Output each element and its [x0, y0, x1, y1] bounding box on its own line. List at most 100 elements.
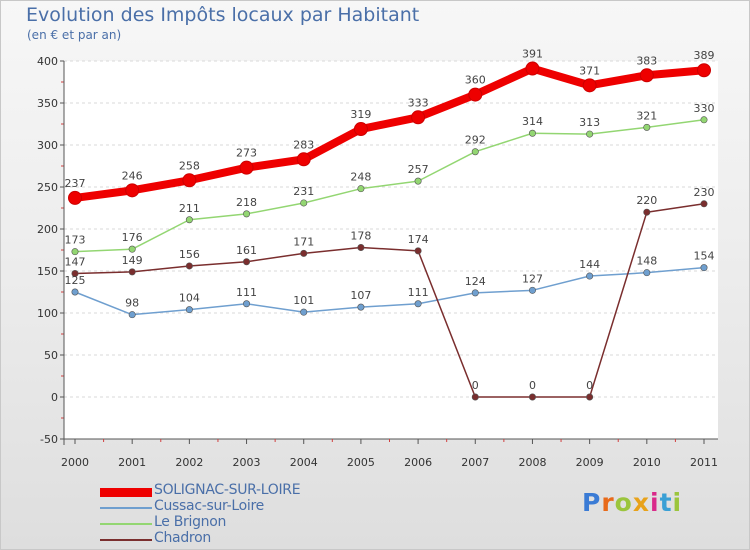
data-point — [639, 68, 654, 83]
legend-swatch — [100, 487, 152, 497]
logo-letter: t — [659, 488, 673, 517]
data-label: 149 — [122, 254, 143, 267]
data-point — [471, 393, 479, 401]
data-point — [697, 63, 711, 78]
legend-label: Chadron — [154, 530, 211, 546]
data-point — [643, 269, 651, 277]
y-tick-label: 50 — [44, 349, 58, 362]
logo-letter: P — [582, 488, 602, 517]
logo-letter: o — [614, 488, 633, 517]
data-label: 218 — [236, 196, 257, 209]
data-point — [414, 300, 422, 308]
data-label: 124 — [465, 275, 486, 288]
data-label: 147 — [65, 256, 86, 269]
data-label: 319 — [350, 108, 371, 121]
data-point — [353, 122, 368, 137]
data-point — [411, 110, 426, 125]
data-point — [471, 289, 479, 297]
data-point — [528, 129, 536, 137]
data-label: 237 — [65, 177, 86, 190]
data-label: 220 — [636, 194, 657, 207]
data-point — [643, 208, 651, 216]
data-point — [128, 268, 136, 276]
data-label: 148 — [636, 255, 657, 268]
data-label: 273 — [236, 147, 257, 160]
x-tick-label: 2000 — [61, 456, 89, 469]
x-tick-label: 2005 — [347, 456, 375, 469]
data-label: 173 — [65, 234, 86, 247]
data-label: 111 — [236, 286, 257, 299]
series-line — [74, 203, 705, 398]
logo-letter: r — [601, 488, 615, 517]
data-label: 154 — [694, 250, 715, 263]
data-label: 104 — [179, 292, 200, 305]
series-line — [74, 119, 705, 253]
x-tick-label: 2004 — [290, 456, 318, 469]
data-point — [586, 393, 594, 401]
y-tick-label: -50 — [40, 433, 58, 446]
data-point — [468, 87, 483, 102]
data-point — [586, 130, 594, 138]
legend-label: SOLIGNAC-SUR-LOIRE — [154, 482, 301, 498]
data-point — [300, 249, 308, 257]
logo-letter: x — [632, 488, 650, 517]
chart-title: Evolution des Impôts locaux par Habitant — [26, 4, 420, 26]
data-point — [125, 183, 140, 198]
data-label: 0 — [472, 379, 479, 392]
data-point — [185, 216, 193, 224]
x-tick-label: 2002 — [175, 456, 203, 469]
legend-swatch — [100, 507, 152, 509]
data-point — [586, 272, 594, 280]
data-label: 391 — [522, 48, 543, 61]
data-label: 360 — [465, 74, 486, 87]
x-tick-label: 2006 — [404, 456, 432, 469]
data-label: 0 — [586, 379, 593, 392]
data-label: 314 — [522, 115, 543, 128]
data-point — [300, 199, 308, 207]
data-point — [700, 264, 708, 272]
data-label: 174 — [408, 233, 429, 246]
data-point — [357, 303, 365, 311]
data-label: 127 — [522, 272, 543, 285]
data-label: 98 — [125, 297, 139, 310]
legend-swatch — [100, 539, 152, 541]
data-label: 0 — [529, 379, 536, 392]
x-tick-label: 2003 — [233, 456, 261, 469]
data-label: 283 — [293, 138, 314, 151]
data-label: 111 — [408, 286, 429, 299]
data-point — [357, 243, 365, 251]
data-label: 313 — [579, 116, 600, 129]
data-point — [128, 245, 136, 253]
data-label: 101 — [293, 294, 314, 307]
data-label: 321 — [636, 109, 657, 122]
data-point — [68, 190, 82, 205]
data-point — [300, 308, 308, 316]
data-point — [471, 148, 479, 156]
legend-swatch — [100, 523, 152, 525]
x-tick-label: 2011 — [690, 456, 718, 469]
x-tick-label: 2007 — [461, 456, 489, 469]
y-tick-label: 0 — [51, 391, 58, 404]
data-point — [185, 306, 193, 314]
data-point — [528, 393, 536, 401]
data-point — [128, 311, 136, 319]
data-label: 371 — [579, 64, 600, 77]
y-tick-label: 100 — [37, 307, 58, 320]
logo-letter: i — [672, 488, 683, 517]
data-label: 211 — [179, 202, 200, 215]
y-tick-label: 250 — [37, 181, 58, 194]
data-point — [185, 262, 193, 270]
y-tick-label: 400 — [37, 55, 58, 68]
data-label: 176 — [122, 231, 143, 244]
data-label: 178 — [350, 229, 371, 242]
chart-subtitle: (en € et par an) — [27, 28, 122, 42]
x-tick-label: 2008 — [518, 456, 546, 469]
data-point — [582, 78, 597, 93]
data-label: 333 — [408, 96, 429, 109]
plot-area — [64, 61, 718, 439]
data-label: 248 — [350, 171, 371, 184]
data-point — [528, 286, 536, 294]
series-line — [71, 64, 708, 202]
data-label: 125 — [65, 274, 86, 287]
